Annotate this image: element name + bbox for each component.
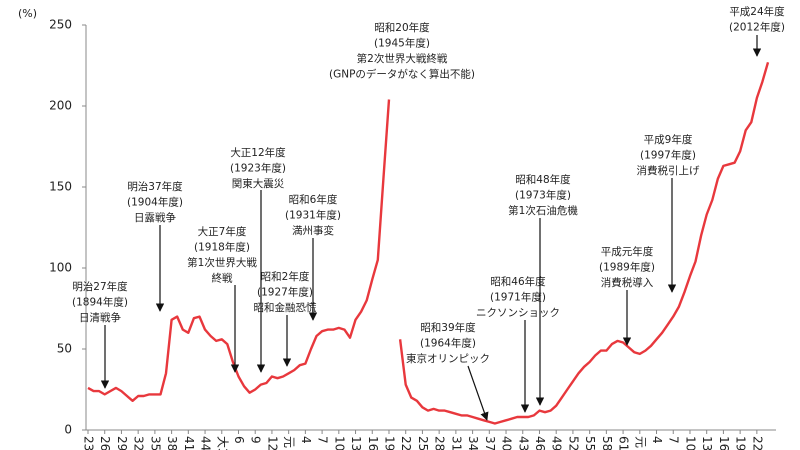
- x-tick-label: 58: [600, 436, 614, 450]
- annotation-text: 第1次石油危機: [508, 204, 578, 217]
- x-tick-label: 61: [617, 436, 631, 450]
- annotation-text: 消費税導入: [601, 276, 654, 289]
- annotation-text: (1918年度): [194, 241, 250, 254]
- x-tick-label: 22: [750, 436, 764, 450]
- x-tick-label: 35: [148, 436, 162, 450]
- annotation-text: (1904年度): [127, 196, 183, 209]
- x-tick-label: 32: [132, 436, 146, 450]
- annotation-text: (1923年度): [230, 162, 286, 175]
- annotation-text: ニクソンショック: [476, 307, 560, 319]
- y-tick-label: 0: [64, 423, 72, 437]
- x-tick-label: 7: [316, 436, 330, 444]
- x-tick-label: 46: [533, 436, 547, 450]
- x-tick-label: 元: [633, 436, 647, 448]
- annotation-text: 平成9年度: [644, 133, 693, 146]
- x-tick-label: 19: [382, 436, 396, 450]
- x-tick-label: 6: [232, 436, 246, 444]
- x-tick-label: 26: [98, 436, 112, 450]
- annotation-text: (1973年度): [515, 189, 571, 202]
- annotation-text: (1945年度): [374, 37, 430, 50]
- x-tick-label: 38: [165, 436, 179, 450]
- y-tick-label: 50: [57, 342, 72, 356]
- annotation-text: 消費税引上げ: [637, 164, 700, 177]
- annotation-text: 終戦: [212, 272, 233, 285]
- x-tick-label: 43: [516, 436, 530, 450]
- annotation-text: 昭和39年度: [420, 321, 476, 334]
- x-tick-label: 9: [249, 436, 263, 444]
- annotation-text: 明治27年度: [72, 280, 128, 293]
- x-tick-label: 55: [583, 436, 597, 450]
- annotation-text: 昭和金融恐慌: [254, 301, 317, 314]
- annotation-text: (2012年度): [729, 21, 785, 34]
- x-tick-label: 37: [483, 436, 497, 450]
- x-tick-label: 4: [299, 436, 313, 444]
- x-tick-label: 大3: [215, 436, 229, 450]
- annotation-text: 昭和48年度: [515, 173, 571, 186]
- annotation-arrow: [467, 365, 489, 421]
- annotation-text: 日清戦争: [79, 311, 121, 324]
- x-tick-label: 13: [700, 436, 714, 450]
- x-tick-label: 10: [332, 436, 346, 450]
- x-tick-label: 16: [366, 436, 380, 450]
- y-tick-label: 150: [49, 180, 72, 194]
- annotation-text: 平成24年度: [729, 5, 785, 18]
- x-tick-label: 28: [433, 436, 447, 450]
- x-tick-label: 49: [550, 436, 564, 450]
- annotation-text: 日露戦争: [134, 211, 176, 224]
- x-tick-label: 23: [82, 436, 96, 450]
- annotation-text: 昭和6年度: [289, 193, 338, 206]
- x-tick-label: 22: [399, 436, 413, 450]
- annotation-text: (1894年度): [72, 296, 128, 309]
- x-tick-label: 44: [199, 436, 213, 450]
- x-tick-label: 16: [717, 436, 731, 450]
- y-axis-label: (%): [18, 7, 37, 20]
- x-tick-label: 29: [115, 436, 129, 450]
- annotation-text: 東京オリンピック: [406, 352, 490, 365]
- y-tick-label: 250: [49, 18, 72, 32]
- annotation-text: 第1次世界大戦: [187, 256, 257, 269]
- x-tick-label: 元: [282, 436, 296, 448]
- y-tick-label: 200: [49, 99, 72, 113]
- annotation-text: 関東大震災: [232, 177, 285, 190]
- data-line: [87, 61, 770, 425]
- annotation-text: 大正12年度: [230, 146, 286, 159]
- annotation-text: 明治37年度: [127, 180, 183, 193]
- x-tick-label: 7: [667, 436, 681, 444]
- annotation-text: 昭和20年度: [374, 21, 430, 34]
- x-tick-label: 13: [349, 436, 363, 450]
- x-tick-label: 52: [566, 436, 580, 450]
- x-tick-label: 31: [449, 436, 463, 450]
- x-tick-label: 4: [650, 436, 664, 444]
- x-tick-label: 34: [466, 436, 480, 450]
- annotation-text: (1964年度): [420, 337, 476, 350]
- x-tick-label: 41: [182, 436, 196, 450]
- x-tick-label: 40: [500, 436, 514, 450]
- annotation-text: (1971年度): [490, 291, 546, 304]
- annotation-text: 第2次世界大戦終戦: [357, 52, 448, 65]
- annotation-text: 昭和46年度: [490, 275, 546, 288]
- y-tick-label: 100: [49, 261, 72, 275]
- x-tick-label: 25: [416, 436, 430, 450]
- annotation-text: 満州事変: [292, 224, 334, 237]
- x-tick-label: 10: [683, 436, 697, 450]
- annotation-text: 昭和2年度: [261, 270, 310, 283]
- annotation-text: 大正7年度: [198, 225, 247, 238]
- annotation-text: (1997年度): [640, 149, 696, 162]
- annotation-text: 平成元年度: [601, 245, 654, 258]
- annotation-text: (1931年度): [285, 209, 341, 222]
- annotation-text: (1927年度): [257, 286, 313, 299]
- annotation-text: (GNPのデータがなく算出不能): [329, 68, 475, 81]
- x-tick-label: 12: [265, 436, 279, 450]
- annotation-text: (1989年度): [599, 261, 655, 274]
- x-tick-label: 19: [734, 436, 748, 450]
